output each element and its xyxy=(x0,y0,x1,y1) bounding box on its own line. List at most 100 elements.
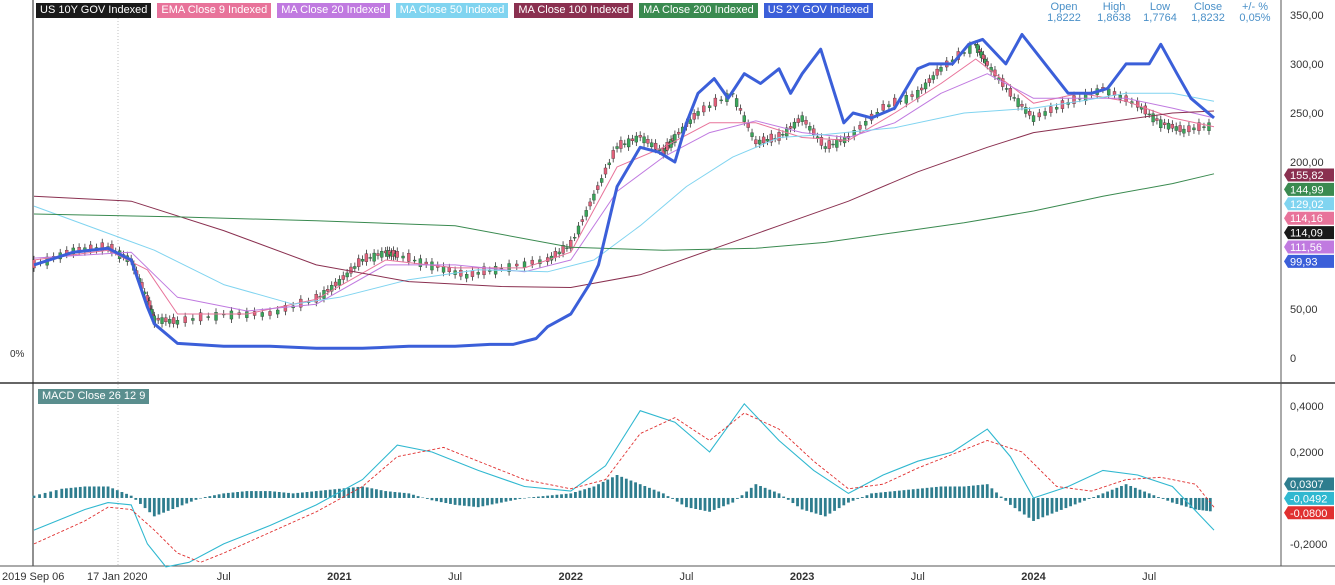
candle-body xyxy=(630,138,635,142)
macd-bar xyxy=(375,489,378,498)
macd-bar xyxy=(971,485,975,498)
candle-body xyxy=(569,240,573,249)
macd-label-badge xyxy=(1284,491,1334,505)
candle-body xyxy=(430,261,434,271)
candle-body xyxy=(596,185,600,190)
macd-tick-label: 0,4000 xyxy=(1290,401,1324,413)
series-line-2 xyxy=(33,73,1215,312)
macd-bar xyxy=(1166,497,1170,501)
macd-bar xyxy=(125,493,128,498)
macd-bar xyxy=(759,486,762,498)
macd-bar xyxy=(1064,497,1068,509)
macd-bar xyxy=(791,497,795,504)
macd-bar xyxy=(250,491,253,498)
macd-bar xyxy=(745,491,749,498)
time-tick-label: 2024 xyxy=(1021,571,1046,583)
macd-bar xyxy=(620,476,624,498)
macd-bar xyxy=(1032,497,1035,521)
macd-bar xyxy=(453,497,457,505)
candle-body xyxy=(515,263,519,267)
macd-line-2 xyxy=(33,412,1215,563)
candle-body xyxy=(1043,111,1047,116)
legend-item-ema9[interactable]: EMA Close 9 Indexed xyxy=(157,3,272,18)
candle-body xyxy=(738,108,743,111)
macd-bar xyxy=(1205,497,1208,511)
legend-item-us2y[interactable]: US 2Y GOV Indexed xyxy=(763,3,874,18)
macd-bar xyxy=(611,477,614,498)
macd-bar xyxy=(819,497,823,515)
candle-body xyxy=(572,237,577,239)
axis-layer: 350,00 300,00 250,00 200,00 50,00 0 0,4000 0,20… xyxy=(2,10,1334,583)
macd-bar xyxy=(213,495,216,498)
candle-body xyxy=(719,99,723,102)
macd-bar xyxy=(722,497,725,507)
macd-bar xyxy=(319,490,323,498)
macd-bar xyxy=(171,497,175,509)
ohlc-open-label: Open xyxy=(1050,1,1078,13)
candle-body xyxy=(1031,115,1036,122)
candle-body xyxy=(642,136,646,144)
macd-bar xyxy=(92,486,96,498)
macd-bar xyxy=(944,486,948,498)
legend-item-us10y[interactable]: US 10Y GOV Indexed xyxy=(36,3,152,18)
candle-body xyxy=(1174,126,1178,131)
macd-bar xyxy=(32,495,36,498)
candle-body xyxy=(692,113,696,120)
macd-legend[interactable]: MACD Close 26 12 9 xyxy=(38,389,150,404)
candle-body xyxy=(881,104,885,111)
legend-item-ma200[interactable]: MA Close 200 Indexed xyxy=(639,3,758,18)
macd-bar xyxy=(643,486,647,498)
macd-bar xyxy=(587,487,591,498)
macd-bar xyxy=(934,486,938,498)
macd-bar xyxy=(1055,497,1059,512)
price-tick-label: 350,00 xyxy=(1290,10,1324,22)
macd-bar xyxy=(189,497,193,502)
macd-bar xyxy=(976,485,980,498)
legend-item-ma100[interactable]: MA Close 100 Indexed xyxy=(514,3,634,18)
macd-bar xyxy=(226,492,230,498)
macd-bar xyxy=(217,494,221,498)
candle-body xyxy=(276,309,280,315)
time-tick-label: Jul xyxy=(679,571,693,583)
macd-bar xyxy=(652,489,656,498)
macd-bar xyxy=(884,492,887,498)
macd-bar xyxy=(296,492,300,498)
macd-bar xyxy=(472,497,476,507)
macd-bar xyxy=(536,496,540,498)
candle-body xyxy=(788,126,793,129)
candle-body xyxy=(1192,127,1196,131)
plot-layer xyxy=(32,33,1215,568)
macd-bar xyxy=(236,492,240,498)
candle-body xyxy=(349,266,353,274)
time-tick-label: 2023 xyxy=(790,571,814,583)
macd-bar xyxy=(259,491,263,498)
macd-bar xyxy=(78,486,82,498)
macd-bar xyxy=(990,488,994,498)
candle-body xyxy=(171,317,176,324)
macd-bar xyxy=(893,491,897,498)
candle-body xyxy=(623,143,627,145)
macd-bar xyxy=(157,497,161,515)
candle-body xyxy=(835,139,839,148)
macd-bar xyxy=(1143,491,1146,498)
macd-bar xyxy=(907,489,910,498)
candle-body xyxy=(372,252,376,262)
macd-bar xyxy=(328,489,332,498)
candle-body xyxy=(345,272,349,278)
candle-body xyxy=(580,219,585,222)
legend-item-ma50[interactable]: MA Close 50 Indexed xyxy=(395,3,509,18)
time-tick-label: Jul xyxy=(911,571,925,583)
ohlc-change-label: +/- % xyxy=(1242,1,1268,13)
macd-bar xyxy=(268,491,272,498)
macd-bar xyxy=(1101,493,1105,498)
candle-body xyxy=(330,285,334,292)
macd-bar xyxy=(689,497,693,509)
legend-item-ma20[interactable]: MA Close 20 Indexed xyxy=(277,3,390,18)
candle-body xyxy=(1162,122,1167,125)
candle-body xyxy=(470,270,475,277)
candle-body xyxy=(804,120,808,125)
macd-bar xyxy=(54,490,58,498)
macd-bar xyxy=(828,497,832,514)
price-label-badge xyxy=(1284,182,1334,196)
candle-body xyxy=(1139,107,1144,110)
